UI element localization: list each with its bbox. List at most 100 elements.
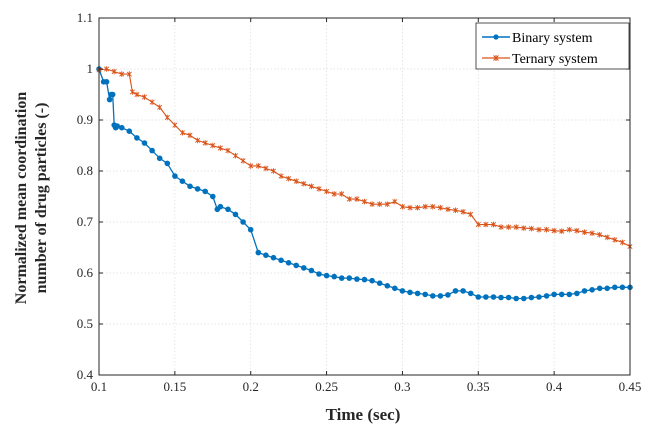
data-point-ternary-system-35 [354, 196, 360, 202]
data-point-binary-system-9 [119, 124, 125, 131]
data-point-binary-system-39 [338, 275, 345, 281]
data-point-ternary-system-37 [369, 201, 375, 207]
data-point-ternary-system-39 [384, 201, 390, 207]
data-point-binary-system-32 [285, 260, 292, 266]
data-point-ternary-system-66 [589, 230, 595, 237]
data-point-ternary-system-41 [399, 203, 405, 210]
x-tick-label-4: 0.3 [394, 379, 410, 394]
data-point-binary-system-42 [361, 276, 368, 283]
data-point-binary-system-11 [134, 135, 140, 141]
data-point-ternary-system-29 [308, 183, 314, 190]
data-point-binary-system-64 [528, 294, 535, 301]
y-tick-label-4: 0.8 [77, 163, 93, 178]
data-point-ternary-system-2 [111, 68, 117, 75]
data-point-ternary-system-1 [104, 66, 110, 72]
data-point-binary-system-51 [430, 293, 436, 299]
data-point-binary-system-13 [149, 147, 155, 154]
data-point-ternary-system-21 [248, 163, 254, 169]
data-point-binary-system-60 [498, 294, 504, 301]
data-point-binary-system-18 [187, 183, 193, 190]
data-point-binary-system-49 [414, 290, 421, 297]
data-point-binary-system-50 [422, 291, 429, 298]
data-point-binary-system-26 [240, 219, 246, 225]
data-point-ternary-system-51 [475, 221, 481, 228]
data-point-binary-system-16 [172, 173, 178, 179]
data-point-binary-system-35 [308, 267, 315, 274]
data-point-ternary-system-24 [270, 168, 276, 174]
data-point-ternary-system-6 [134, 91, 140, 98]
legend-label-binary: Binary system [512, 31, 593, 46]
data-point-binary-system-63 [521, 295, 527, 302]
data-point-ternary-system-8 [149, 99, 155, 105]
x-tick-label-5: 0.35 [467, 379, 490, 394]
data-point-binary-system-23 [217, 203, 224, 210]
data-point-binary-system-74 [604, 285, 610, 292]
data-point-ternary-system-49 [460, 209, 466, 215]
data-point-binary-system-53 [445, 292, 451, 298]
data-point-ternary-system-20 [240, 158, 246, 164]
data-point-ternary-system-53 [490, 221, 496, 228]
data-point-binary-system-10 [126, 128, 133, 134]
legend-swatch-binary-marker [493, 34, 499, 40]
data-point-ternary-system-10 [164, 114, 170, 121]
data-point-binary-system-15 [164, 160, 171, 167]
data-point-binary-system-41 [354, 276, 360, 282]
y-axis-label-line-2: number of drug particles (-) [33, 103, 50, 294]
y-tick-label-6: 1 [87, 61, 94, 76]
data-point-binary-system-34 [301, 265, 307, 271]
series-binary-system [96, 66, 633, 302]
data-point-ternary-system-19 [233, 152, 239, 159]
data-point-binary-system-29 [263, 252, 269, 258]
plot-area-border [98, 17, 631, 376]
series-ternary-system [96, 66, 633, 250]
data-point-ternary-system-34 [346, 196, 352, 202]
data-point-binary-system-57 [475, 294, 482, 300]
data-point-binary-system-20 [202, 188, 208, 195]
data-point-ternary-system-18 [225, 147, 231, 154]
data-point-binary-system-73 [596, 285, 603, 292]
y-tick-label-0: 0.4 [77, 367, 94, 382]
data-point-binary-system-27 [247, 226, 254, 233]
data-point-binary-system-44 [376, 280, 383, 287]
data-point-ternary-system-30 [316, 186, 322, 192]
data-point-ternary-system-7 [141, 94, 148, 100]
data-point-binary-system-75 [612, 284, 618, 291]
data-point-ternary-system-56 [513, 224, 519, 230]
data-point-ternary-system-28 [301, 180, 307, 187]
data-point-binary-system-3 [106, 96, 113, 103]
data-point-ternary-system-58 [528, 225, 534, 232]
data-point-binary-system-28 [255, 249, 262, 256]
data-point-ternary-system-57 [521, 225, 527, 231]
data-point-binary-system-2 [103, 79, 110, 85]
data-point-ternary-system-43 [415, 204, 421, 211]
x-axis-label: Time (sec) [326, 405, 401, 424]
data-point-ternary-system-11 [172, 122, 178, 128]
data-point-ternary-system-17 [217, 145, 223, 151]
data-point-binary-system-69 [566, 291, 573, 298]
data-point-ternary-system-3 [119, 71, 125, 77]
data-point-ternary-system-68 [604, 234, 610, 241]
data-point-binary-system-66 [543, 293, 550, 299]
y-axis-label-line-1: Normalized mean coordination [13, 92, 30, 305]
data-point-binary-system-19 [194, 186, 201, 192]
data-point-ternary-system-13 [187, 132, 193, 139]
series-layer [96, 66, 633, 302]
data-point-binary-system-70 [574, 290, 580, 297]
data-point-ternary-system-61 [551, 227, 557, 234]
data-point-ternary-system-54 [498, 224, 504, 230]
data-point-binary-system-68 [558, 291, 565, 298]
data-point-ternary-system-60 [544, 226, 550, 233]
data-point-ternary-system-23 [263, 165, 269, 172]
data-point-ternary-system-70 [619, 239, 625, 246]
data-point-binary-system-38 [331, 273, 338, 280]
data-point-ternary-system-15 [202, 140, 208, 146]
data-point-binary-system-36 [316, 271, 322, 277]
data-point-ternary-system-62 [559, 228, 565, 234]
data-point-ternary-system-38 [377, 201, 383, 207]
data-point-binary-system-21 [210, 193, 216, 200]
data-point-binary-system-65 [536, 294, 542, 300]
legend-swatch-ternary-marker [493, 55, 499, 61]
data-point-ternary-system-25 [278, 173, 284, 179]
data-point-ternary-system-69 [612, 237, 618, 243]
